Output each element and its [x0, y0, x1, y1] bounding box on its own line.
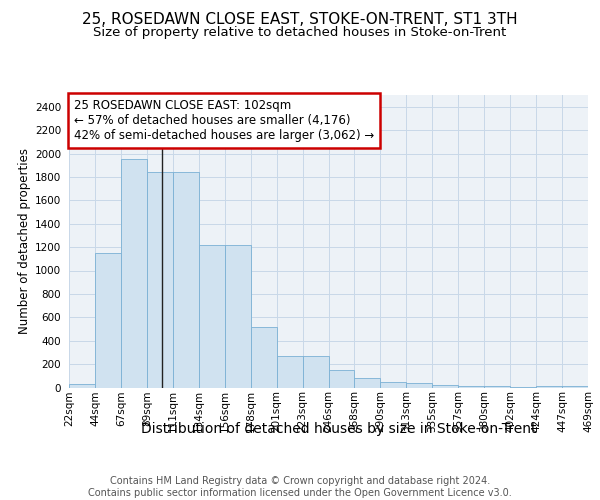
Bar — [69, 384, 95, 388]
Bar — [251, 326, 277, 388]
Bar — [458, 386, 484, 388]
Text: Contains HM Land Registry data © Crown copyright and database right 2024.
Contai: Contains HM Land Registry data © Crown c… — [88, 476, 512, 498]
Bar — [173, 172, 199, 388]
Text: 25, ROSEDAWN CLOSE EAST, STOKE-ON-TRENT, ST1 3TH: 25, ROSEDAWN CLOSE EAST, STOKE-ON-TRENT,… — [82, 12, 518, 28]
Text: Distribution of detached houses by size in Stoke-on-Trent: Distribution of detached houses by size … — [141, 422, 537, 436]
Bar — [121, 160, 147, 388]
Bar — [510, 386, 536, 388]
Text: Size of property relative to detached houses in Stoke-on-Trent: Size of property relative to detached ho… — [94, 26, 506, 39]
Y-axis label: Number of detached properties: Number of detached properties — [18, 148, 31, 334]
Bar — [380, 382, 406, 388]
Bar — [225, 245, 251, 388]
Bar — [329, 370, 355, 388]
Bar — [355, 378, 380, 388]
Bar — [147, 172, 173, 388]
Bar — [406, 384, 432, 388]
Bar — [433, 384, 458, 388]
Bar — [302, 356, 329, 388]
Bar — [199, 245, 224, 388]
Bar — [536, 386, 562, 388]
Text: 25 ROSEDAWN CLOSE EAST: 102sqm
← 57% of detached houses are smaller (4,176)
42% : 25 ROSEDAWN CLOSE EAST: 102sqm ← 57% of … — [74, 100, 374, 142]
Bar — [95, 253, 121, 388]
Bar — [484, 386, 510, 388]
Bar — [562, 386, 588, 388]
Bar — [277, 356, 302, 388]
